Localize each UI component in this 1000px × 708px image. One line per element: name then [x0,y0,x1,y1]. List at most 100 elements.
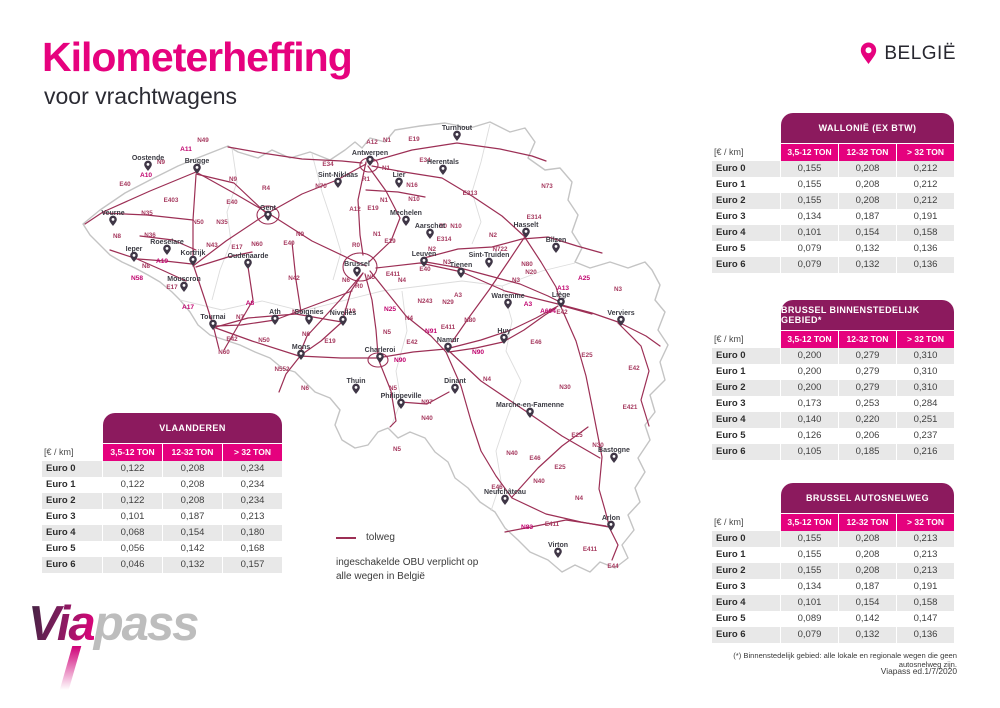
city-philippeville: Philippeville [381,393,422,409]
road-A12 [357,161,367,256]
road-label-R0: R0 [439,223,448,230]
road-label-N6: N6 [342,277,351,284]
city-veurne: Veurne [101,210,125,226]
city-pin-dot [397,180,401,183]
city-waremme: Waremme [491,293,525,309]
rate-cell: 0,105 [781,444,838,460]
rate-cell: 0,191 [913,581,938,592]
road-N83 [504,519,607,533]
city-gent: Gent [260,205,277,221]
row-label: Euro 4 [712,412,780,428]
column-header: > 32 TON [897,331,954,348]
city-pin-icon [501,494,509,505]
city-pin-icon [109,215,117,226]
rate-cell: 0,142 [855,613,880,624]
road-E25 [560,306,610,526]
city-verviers: Verviers [607,310,635,326]
rate-table-wallonie: WALLONIË (EX BTW) [€ / km] 3,5-12 TON 12-32… [712,113,954,273]
city-label: Virton [548,542,568,549]
road-label-N7: N7 [236,314,245,321]
ring-road-R0 [342,252,378,282]
column-header: 12-32 TON [839,144,896,161]
row-label: Euro 2 [712,380,780,396]
city-label: Aarschot [415,223,446,230]
city-pin-dot [211,322,215,325]
province-border [211,147,238,301]
table-title-binnenstedelijk: BRUSSEL BINNENSTEDELIJK GEBIED* [781,300,954,330]
rate-cell: 0,213 [913,549,938,560]
city-pin-icon [397,398,405,409]
road-E44 [608,526,619,561]
city-pin-dot [524,230,528,233]
country-label: BELGIË [884,42,956,64]
edition-note: Viapass ed.1/7/2020 [880,666,957,676]
city-pin-dot [502,336,506,339]
city-bilzen: Bilzen [546,237,566,253]
legend-tolweg: tolweg [336,532,395,543]
city-oostende: Oostende [132,155,164,171]
city-label: Huy [497,328,510,335]
city-pin-icon [426,228,434,239]
city-label: Kortrijk [181,250,206,257]
city-virton: Virton [548,542,568,558]
road-label-A8: A8 [246,300,255,307]
city-label: Antwerpen [352,150,388,157]
road-N42 [291,241,302,313]
row-label: Euro 2 [712,193,780,209]
rate-cell: 0,208 [855,179,880,190]
city-pin-dot [441,167,445,170]
road-label-N35: N35 [216,219,228,226]
row-label: Euro 1 [716,549,746,560]
city-pin-dot [191,258,195,261]
city-pin-icon [439,164,447,175]
rate-cell: 0,155 [781,563,838,579]
rate-cell: 0,234 [240,479,265,490]
rate-cell: 0,208 [163,461,222,477]
row-label: Euro 2 [712,563,780,579]
city-label: Turnhout [442,125,473,132]
road-label-E34: E34 [419,157,431,164]
road-label-A17: A17 [182,304,194,311]
rate-cell: 0,208 [839,563,896,579]
road-label-E42: E42 [406,339,418,346]
road-label-E40: E40 [419,266,431,273]
city-pin-icon [485,257,493,268]
city-pin-icon [244,258,252,269]
table-title-vlaanderen: VLAANDEREN [103,413,282,443]
city-soignies: Soignies [294,309,324,325]
city-pin-icon [366,155,374,166]
row-label: Euro 4 [42,525,102,541]
ring-road-R4 [256,205,280,225]
rate-cell: 0,237 [913,430,938,441]
city-pin-icon [451,383,459,394]
road-label-N5: N5 [393,446,402,453]
city-label: Mechelen [390,210,422,217]
rate-cell: 0,208 [839,193,896,209]
row-label: Euro 0 [712,161,780,177]
province-border [390,290,408,428]
row-label: Euro 6 [712,257,780,273]
city-label: Sint-Niklaas [318,172,358,179]
header: Kilometerheffing voor vrachtwagens [42,34,353,110]
rate-cell: 0,147 [913,613,938,624]
road-label-N91: N91 [425,328,437,335]
city-namur: Namur [437,337,459,353]
rate-cell: 0,284 [913,398,938,409]
road-label-A19: A19 [156,258,168,265]
road-N36 [139,235,197,251]
city-thuin: Thuin [346,378,366,394]
rate-cell: 0,155 [781,531,838,547]
city-oudenaarde: Oudenaarde [228,253,269,269]
road-label-E40: E40 [226,199,238,206]
road-label-E46: E46 [491,484,503,491]
city-pin-icon [420,256,428,267]
city-pin-dot [111,218,115,221]
city-pin-dot [404,218,408,221]
rate-cell: 0,142 [180,543,205,554]
table-title-wallonie: WALLONIË (EX BTW) [781,113,954,143]
city-ieper: Ieper [126,246,143,262]
road-E411 [369,270,610,528]
unit-label: [€ / km] [714,334,744,344]
city-pin-icon [297,349,305,360]
province-border [471,123,491,245]
